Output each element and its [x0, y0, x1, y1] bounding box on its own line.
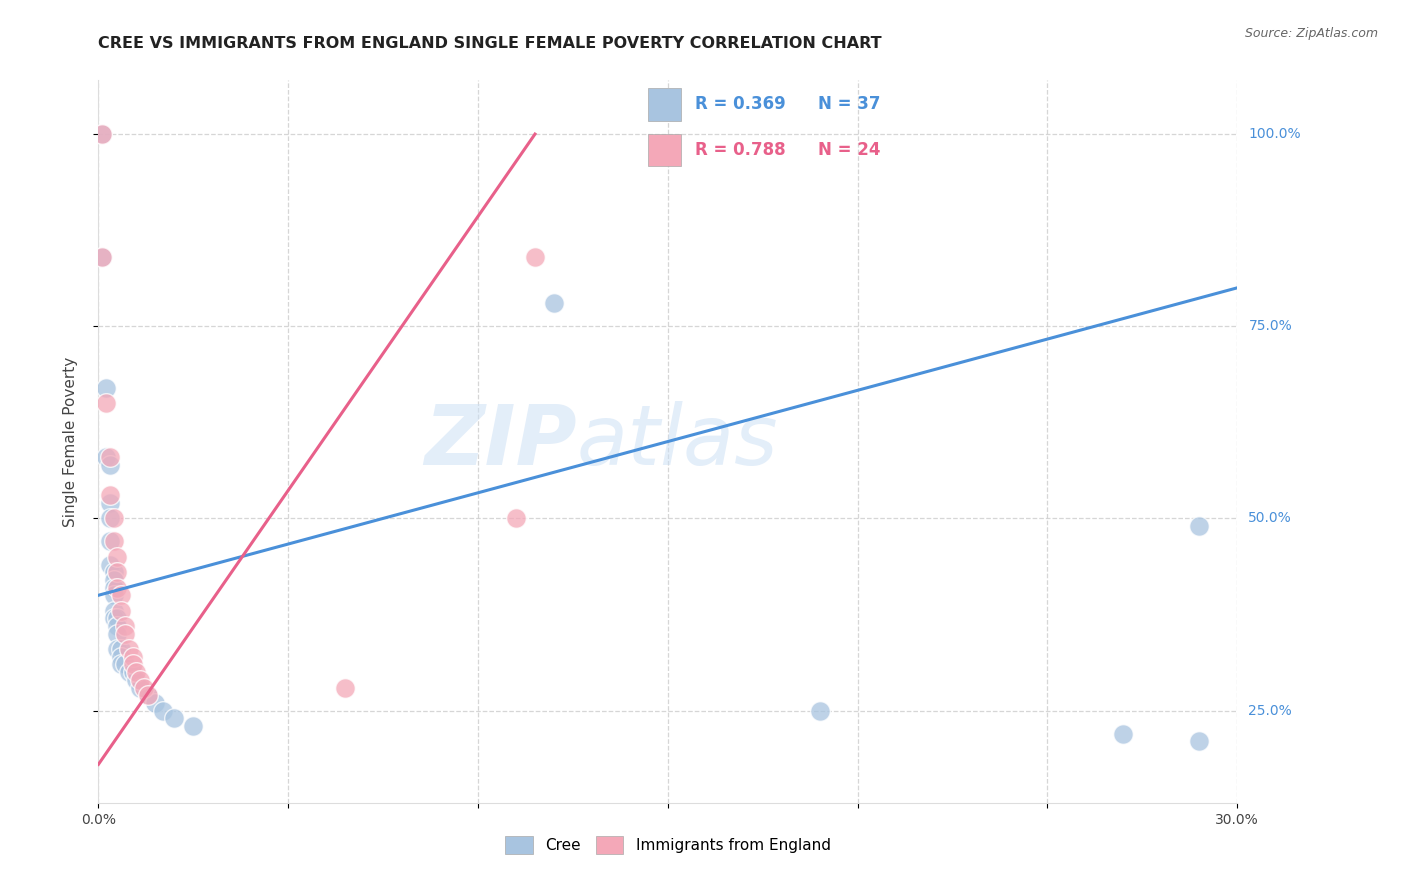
Point: [98, 511, 121, 525]
Point: [107, 581, 129, 595]
Point: [94, 450, 117, 464]
Point: [107, 549, 129, 564]
Text: Source: ZipAtlas.com: Source: ZipAtlas.com: [1244, 27, 1378, 40]
Point: [1188, 519, 1211, 533]
Point: [183, 719, 205, 733]
Text: R = 0.788: R = 0.788: [695, 141, 785, 159]
Point: [98, 496, 121, 510]
Text: N = 24: N = 24: [818, 141, 880, 159]
Point: [98, 458, 121, 472]
Y-axis label: Single Female Poverty: Single Female Poverty: [63, 357, 77, 526]
Point: [543, 296, 565, 310]
Point: [125, 673, 148, 687]
Point: [91, 127, 114, 141]
Point: [98, 534, 121, 549]
Point: [136, 688, 159, 702]
Text: 25.0%: 25.0%: [1249, 704, 1292, 717]
Text: CREE VS IMMIGRANTS FROM ENGLAND SINGLE FEMALE POVERTY CORRELATION CHART: CREE VS IMMIGRANTS FROM ENGLAND SINGLE F…: [98, 36, 882, 51]
Point: [125, 665, 148, 680]
Text: 75.0%: 75.0%: [1249, 319, 1292, 334]
Point: [91, 250, 114, 264]
Point: [129, 681, 152, 695]
Point: [98, 450, 121, 464]
Point: [103, 534, 125, 549]
Point: [152, 704, 174, 718]
Point: [129, 673, 152, 687]
Point: [114, 657, 136, 672]
Point: [107, 619, 129, 633]
Text: ZIP: ZIP: [425, 401, 576, 482]
Text: R = 0.369: R = 0.369: [695, 95, 786, 113]
Point: [94, 396, 117, 410]
Point: [103, 565, 125, 579]
Legend: Cree, Immigrants from England: Cree, Immigrants from England: [499, 830, 837, 860]
Point: [1112, 726, 1135, 740]
Point: [110, 657, 132, 672]
Point: [114, 619, 136, 633]
FancyBboxPatch shape: [648, 134, 681, 167]
Point: [103, 588, 125, 602]
Point: [505, 511, 527, 525]
Point: [107, 611, 129, 625]
Point: [107, 565, 129, 579]
Point: [121, 665, 143, 680]
Point: [132, 681, 155, 695]
Point: [110, 642, 132, 657]
Point: [110, 604, 132, 618]
Point: [163, 711, 186, 725]
Point: [94, 381, 117, 395]
Point: [121, 649, 143, 664]
Text: atlas: atlas: [576, 401, 779, 482]
Point: [103, 611, 125, 625]
Point: [110, 649, 132, 664]
Point: [335, 681, 357, 695]
Point: [103, 581, 125, 595]
Point: [91, 127, 114, 141]
Point: [98, 558, 121, 572]
Point: [103, 604, 125, 618]
Point: [107, 642, 129, 657]
Text: 50.0%: 50.0%: [1249, 511, 1292, 525]
Point: [103, 573, 125, 587]
Point: [98, 488, 121, 502]
Point: [118, 642, 141, 657]
Point: [145, 696, 167, 710]
Text: N = 37: N = 37: [818, 95, 880, 113]
Point: [114, 626, 136, 640]
FancyBboxPatch shape: [648, 87, 681, 120]
Point: [103, 511, 125, 525]
Point: [121, 657, 143, 672]
Point: [107, 626, 129, 640]
Point: [1188, 734, 1211, 748]
Point: [524, 250, 547, 264]
Point: [91, 250, 114, 264]
Point: [136, 688, 159, 702]
Point: [110, 588, 132, 602]
Point: [808, 704, 831, 718]
Text: 100.0%: 100.0%: [1249, 127, 1301, 141]
Point: [118, 665, 141, 680]
